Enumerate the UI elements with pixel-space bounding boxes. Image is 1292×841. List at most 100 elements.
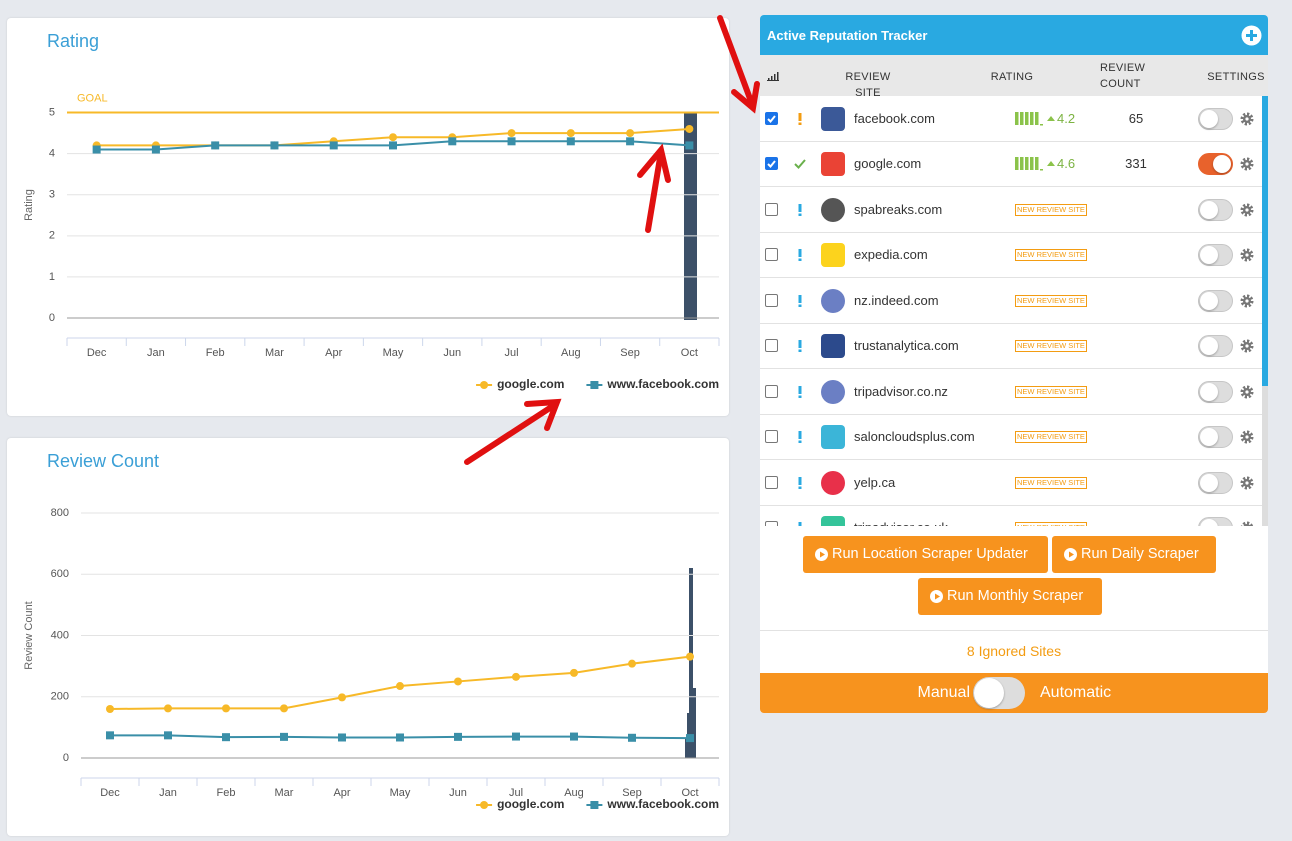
checkbox[interactable] xyxy=(765,430,778,444)
trend-arrow xyxy=(1047,115,1055,121)
checkbox[interactable] xyxy=(765,202,778,216)
data-point xyxy=(512,732,520,741)
site-row: nz.indeed.com NEW REVIEW SITE xyxy=(760,278,1262,324)
check-mark xyxy=(767,160,776,169)
action-button[interactable]: Run Location Scraper Updater xyxy=(803,536,1048,573)
site-row: trustanalytica.com NEW REVIEW SITE xyxy=(760,324,1262,369)
gear-teeth xyxy=(1240,476,1254,490)
site-name: saloncloudsplus.com xyxy=(854,429,975,445)
x-tick-label: Mar xyxy=(275,787,294,799)
toggle[interactable] xyxy=(1198,153,1233,176)
y-tick-label: 200 xyxy=(51,691,69,703)
checkbox[interactable] xyxy=(765,157,778,171)
logo-shape xyxy=(821,425,845,450)
legend-item[interactable]: www.facebook.com xyxy=(586,377,719,391)
add-button[interactable] xyxy=(1241,25,1262,46)
site-logo xyxy=(821,516,845,526)
settings-gear[interactable] xyxy=(1240,339,1254,353)
checkbox[interactable] xyxy=(765,339,778,353)
checkbox[interactable] xyxy=(765,475,778,489)
site-row: tripadvisor.co.uk NEW REVIEW SITE xyxy=(760,506,1262,526)
settings-gear[interactable] xyxy=(1240,203,1254,217)
settings-gear[interactable] xyxy=(1240,248,1254,262)
data-point xyxy=(92,145,101,154)
button-label: Run Location Scraper Updater xyxy=(832,546,1028,562)
column-header: SETTINGS xyxy=(1207,71,1265,83)
y-tick-label: 400 xyxy=(51,629,69,641)
x-tick-label: Oct xyxy=(681,787,698,799)
toggle[interactable] xyxy=(1198,335,1233,358)
legend-item[interactable]: google.com xyxy=(476,377,564,391)
action-button[interactable]: Run Daily Scraper xyxy=(1052,536,1216,573)
status-dot xyxy=(798,395,802,398)
toggle[interactable] xyxy=(1198,426,1233,449)
data-point xyxy=(222,733,230,742)
scrollbar-thumb[interactable] xyxy=(1262,96,1268,386)
ignored-sites[interactable]: 8 Ignored Sites xyxy=(966,643,1062,659)
site-list: facebook.com 4.2 65 google.com 4.6 331 spabrea… xyxy=(760,96,1268,526)
x-tick-label: Apr xyxy=(333,787,350,799)
review-count-card: Review Count 0 200 400 600 800 Dec Jan Feb Mar Apr… xyxy=(7,438,729,836)
gear-hole xyxy=(1245,162,1249,166)
review-count: 65 xyxy=(1128,110,1144,126)
settings-gear[interactable] xyxy=(1240,521,1254,526)
checkbox[interactable] xyxy=(765,248,778,262)
column-header: REVIEW COUNT xyxy=(1100,62,1146,90)
settings-gear[interactable] xyxy=(1240,430,1254,444)
chart-title: Rating xyxy=(47,31,99,51)
toggle[interactable] xyxy=(1198,198,1233,221)
rating-bar xyxy=(1015,111,1019,125)
legend-label: google.com xyxy=(497,377,564,391)
action-button[interactable]: Run Monthly Scraper xyxy=(918,578,1102,615)
toggle[interactable] xyxy=(1198,244,1233,267)
settings-gear[interactable] xyxy=(1240,294,1254,308)
settings-gear[interactable] xyxy=(1240,476,1254,490)
site-row: expedia.com NEW REVIEW SITE xyxy=(760,233,1262,278)
toggle[interactable] xyxy=(1198,289,1233,312)
trend-up xyxy=(1047,161,1055,167)
mode-toggle[interactable] xyxy=(973,677,1025,709)
gear-hole xyxy=(1245,253,1249,257)
checkbox[interactable] xyxy=(765,384,778,398)
tracker-panel: Active Reputation Tracker REVIEW SITE RATI… xyxy=(760,15,1268,713)
settings-gear[interactable] xyxy=(1240,112,1254,126)
toggle[interactable] xyxy=(1198,471,1233,494)
status-icon xyxy=(798,340,802,353)
checkbox[interactable] xyxy=(765,293,778,307)
site-row: google.com 4.6 331 xyxy=(760,142,1262,187)
mode-bar: Manual Automatic xyxy=(760,673,1268,713)
legend-item[interactable]: www.facebook.com xyxy=(586,797,719,811)
rating-bar xyxy=(1035,157,1039,171)
settings-gear[interactable] xyxy=(1240,157,1254,171)
new-site-badge: NEW REVIEW SITE xyxy=(1015,340,1087,353)
toggle[interactable] xyxy=(1198,107,1233,130)
panel-header: Active Reputation Tracker xyxy=(760,15,1268,55)
data-point xyxy=(280,704,288,713)
settings-gear[interactable] xyxy=(1240,385,1254,399)
x-tick-label: May xyxy=(390,787,411,799)
site-name: tripadvisor.co.nz xyxy=(854,383,948,399)
logo-shape xyxy=(821,379,845,404)
checkbox[interactable] xyxy=(765,521,778,526)
status-bang xyxy=(798,294,802,303)
data-point xyxy=(626,137,635,146)
icon-bar xyxy=(768,78,770,81)
logo-shape xyxy=(821,152,845,177)
site-name: trustanalytica.com xyxy=(854,338,959,354)
render-artifact xyxy=(693,688,696,758)
data-point xyxy=(106,705,114,713)
site-logo xyxy=(821,288,845,313)
checkbox[interactable] xyxy=(765,111,778,125)
status-dot xyxy=(798,486,802,489)
legend-item[interactable]: google.com xyxy=(476,797,564,811)
play-icon xyxy=(930,590,943,603)
legend-label: google.com xyxy=(497,797,564,811)
toggle[interactable] xyxy=(1198,517,1233,526)
data-point xyxy=(626,129,635,138)
toggle[interactable] xyxy=(1198,380,1233,403)
goal-label: GOAL xyxy=(77,92,108,104)
gear-hole xyxy=(1245,344,1249,348)
review-count-chart: Review Count 0 200 400 600 800 Dec Jan Feb Mar Apr… xyxy=(23,451,720,811)
toggle-knob xyxy=(1200,428,1218,447)
